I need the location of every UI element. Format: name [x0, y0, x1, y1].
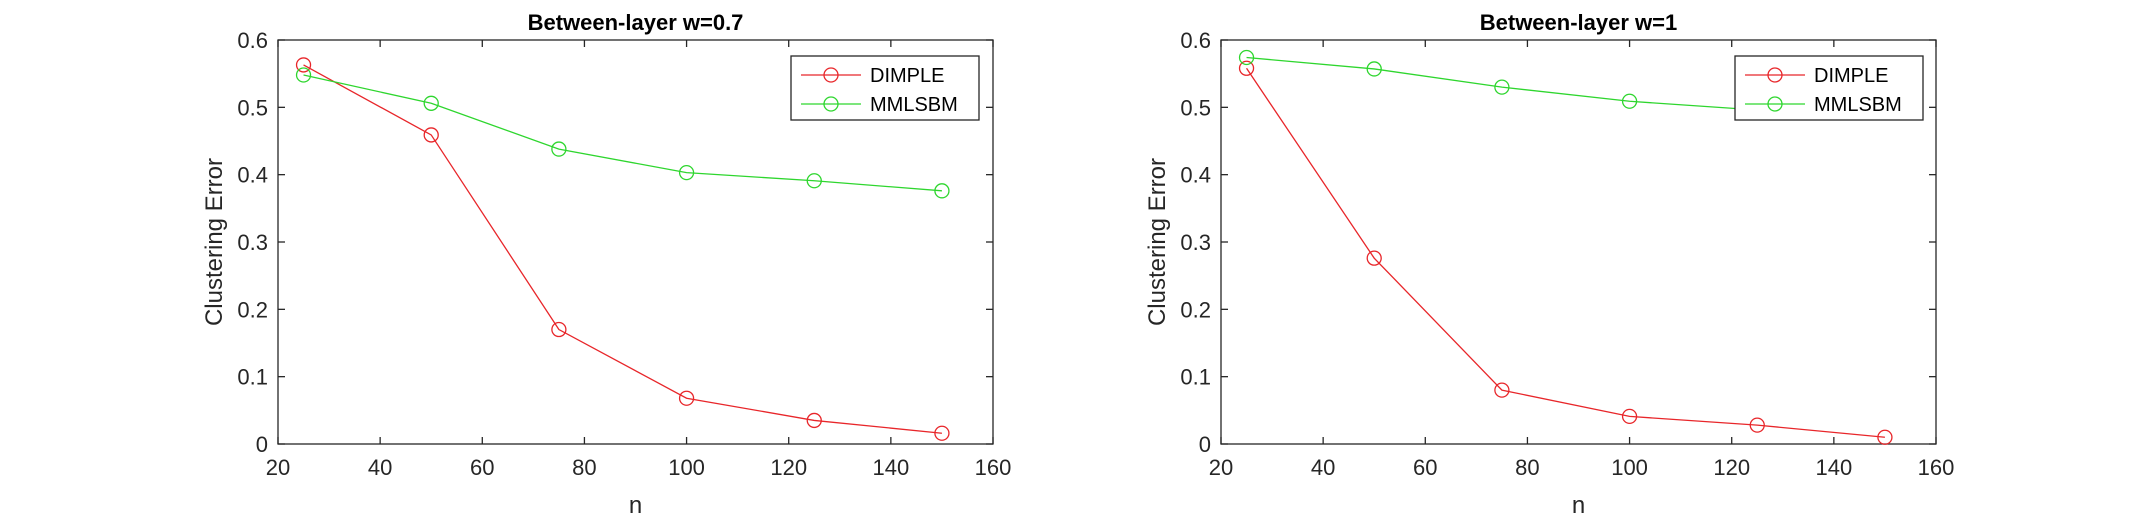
data-point-dimple — [1238, 60, 1255, 76]
series-line-dimple — [1245, 67, 1885, 438]
y-tick-label: 0.1 — [237, 365, 268, 390]
legend-marker-mmlsbm — [823, 96, 839, 112]
data-point-dimple — [551, 321, 567, 338]
x-tick-label: 160 — [975, 455, 1012, 480]
data-point-mmlsbm — [1238, 49, 1255, 66]
x-axis-label: n — [629, 492, 642, 518]
legend-label-mmlsbm: MMLSBM — [870, 94, 958, 116]
x-tick-label: 40 — [1311, 455, 1335, 480]
legend-label-mmlsbm: MMLSBM — [1814, 94, 1902, 116]
chart-w07: Between-layer w=0.7 n Clustering Error 2… — [201, 10, 1011, 518]
x-tick-label: 140 — [1815, 455, 1852, 480]
x-tick-label: 160 — [1918, 455, 1955, 480]
x-tick-label: 40 — [368, 455, 392, 480]
chart-title: Between-layer w=1 — [1480, 10, 1677, 35]
x-axis-ticks: 20 40 60 80 100 120 140 160 — [266, 40, 1012, 480]
y-axis-label: Clustering Error — [1144, 158, 1171, 326]
y-tick-label: 0.5 — [237, 95, 268, 120]
y-axis-ticks: 0 0.1 0.2 0.3 0.4 0.5 0.6 — [1180, 28, 1936, 457]
x-tick-label: 120 — [770, 455, 807, 480]
y-tick-label: 0.5 — [1180, 95, 1211, 120]
x-tick-label: 60 — [470, 455, 494, 480]
data-point-dimple — [1749, 417, 1765, 433]
chart-title: Between-layer w=0.7 — [528, 10, 744, 35]
data-point-mmlsbm — [678, 164, 695, 181]
legend-marker-dimple — [823, 67, 839, 83]
x-tick-label: 20 — [1209, 455, 1233, 480]
y-tick-label: 0.2 — [237, 297, 268, 322]
legend-label-dimple: DIMPLE — [870, 65, 944, 87]
y-tick-label: 0.2 — [1180, 297, 1211, 322]
data-point-mmlsbm — [295, 67, 312, 83]
y-tick-label: 0.4 — [1180, 163, 1211, 188]
legend-marker-dimple — [1767, 67, 1783, 83]
chart-w1: Between-layer w=1 n Clustering Error 20 4… — [1144, 10, 1954, 518]
data-point-dimple — [295, 57, 312, 73]
legend: DIMPLE MMLSBM — [790, 55, 980, 121]
data-point-mmlsbm — [806, 173, 822, 189]
x-axis-ticks: 20 40 60 80 100 120 140 160 — [1209, 40, 1955, 480]
data-point-mmlsbm — [1366, 61, 1382, 77]
data-point-mmlsbm — [1494, 79, 1510, 95]
y-tick-label: 0 — [256, 432, 268, 457]
y-axis-label: Clustering Error — [201, 158, 228, 326]
y-tick-label: 0.6 — [1180, 28, 1211, 53]
data-point-dimple — [678, 390, 695, 406]
data-point-dimple — [1877, 429, 1893, 445]
legend: DIMPLE MMLSBM — [1734, 55, 1924, 121]
y-tick-label: 0.3 — [237, 230, 268, 255]
y-tick-label: 0 — [1199, 432, 1211, 457]
legend-box — [1734, 55, 1924, 121]
series-line-mmlsbm — [303, 74, 942, 192]
legend-box — [790, 55, 980, 121]
y-axis-ticks: 0 0.1 0.2 0.3 0.4 0.5 0.6 — [237, 28, 993, 457]
x-tick-label: 60 — [1413, 455, 1437, 480]
x-axis-label: n — [1572, 492, 1585, 518]
data-point-mmlsbm — [551, 141, 567, 157]
data-point-mmlsbm — [1621, 93, 1638, 109]
x-tick-label: 100 — [668, 455, 705, 480]
data-point-dimple — [1366, 250, 1382, 266]
legend-label-dimple: DIMPLE — [1814, 65, 1888, 87]
x-tick-label: 80 — [1515, 455, 1539, 480]
legend-marker-mmlsbm — [1767, 96, 1783, 112]
y-tick-label: 0.1 — [1180, 365, 1211, 390]
x-tick-label: 120 — [1713, 455, 1750, 480]
data-point-dimple — [1621, 408, 1638, 425]
y-tick-label: 0.4 — [237, 163, 268, 188]
series-line-dimple — [303, 64, 942, 434]
data-point-mmlsbm — [934, 183, 950, 199]
x-tick-label: 80 — [572, 455, 596, 480]
series-layer — [295, 57, 950, 441]
data-point-dimple — [934, 425, 950, 441]
data-point-mmlsbm — [423, 95, 439, 111]
data-point-dimple — [423, 127, 439, 143]
x-tick-label: 140 — [872, 455, 909, 480]
x-tick-label: 20 — [266, 455, 290, 480]
data-point-dimple — [806, 412, 822, 429]
x-tick-label: 100 — [1611, 455, 1648, 480]
y-tick-label: 0.3 — [1180, 230, 1211, 255]
y-tick-label: 0.6 — [237, 28, 268, 53]
data-point-dimple — [1494, 382, 1510, 398]
